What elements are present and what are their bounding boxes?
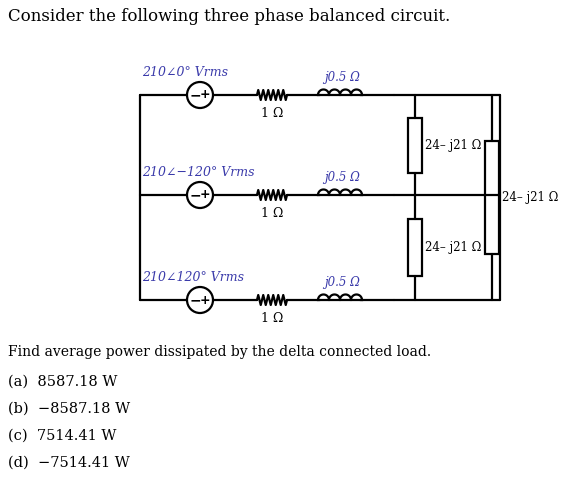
Text: 1 Ω: 1 Ω	[261, 107, 283, 120]
Text: 24– j21 Ω: 24– j21 Ω	[425, 241, 481, 254]
Text: 210∠−120° Vrms: 210∠−120° Vrms	[142, 166, 254, 179]
Text: j0.5 Ω: j0.5 Ω	[324, 71, 360, 84]
Text: (c)  7514.41 W: (c) 7514.41 W	[8, 429, 117, 443]
Text: +: +	[200, 89, 210, 101]
Text: 1 Ω: 1 Ω	[261, 207, 283, 220]
Text: (a)  8587.18 W: (a) 8587.18 W	[8, 375, 117, 389]
Text: Consider the following three phase balanced circuit.: Consider the following three phase balan…	[8, 8, 450, 25]
Text: −: −	[189, 293, 201, 307]
Bar	[408, 117, 422, 172]
Text: +: +	[200, 294, 210, 306]
Text: Find average power dissipated by the delta connected load.: Find average power dissipated by the del…	[8, 345, 431, 359]
Text: 210∠0° Vrms: 210∠0° Vrms	[142, 66, 228, 79]
Text: 210∠120° Vrms: 210∠120° Vrms	[142, 271, 244, 284]
Text: 24– j21 Ω: 24– j21 Ω	[502, 191, 558, 204]
Text: j0.5 Ω: j0.5 Ω	[324, 276, 360, 289]
Bar	[485, 141, 499, 254]
Text: −: −	[189, 88, 201, 102]
Bar	[408, 219, 422, 276]
Text: (d)  −7514.41 W: (d) −7514.41 W	[8, 456, 130, 470]
Text: +: +	[200, 189, 210, 201]
Text: j0.5 Ω: j0.5 Ω	[324, 171, 360, 184]
Text: 24– j21 Ω: 24– j21 Ω	[425, 139, 481, 151]
Text: −: −	[189, 188, 201, 202]
Text: 1 Ω: 1 Ω	[261, 312, 283, 325]
Text: (b)  −8587.18 W: (b) −8587.18 W	[8, 402, 130, 416]
